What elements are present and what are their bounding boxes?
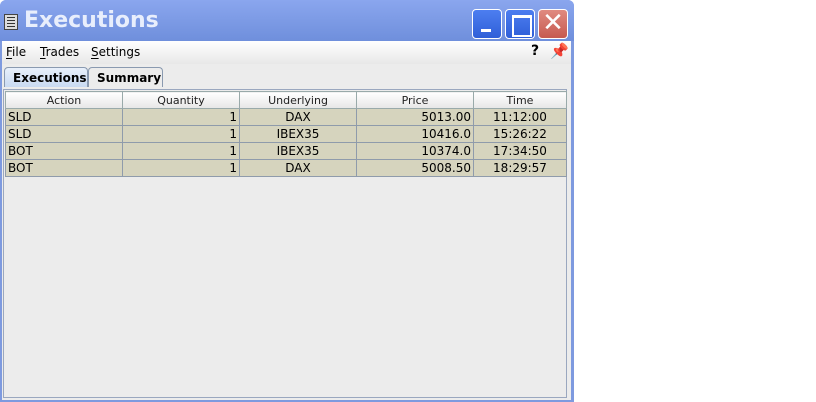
cell-quantity: 1 — [122, 108, 240, 126]
cell-quantity: 1 — [122, 142, 240, 160]
cell-quantity: 1 — [122, 159, 240, 177]
column-header-action[interactable]: Action — [5, 91, 123, 109]
cell-price: 5008.50 — [356, 159, 474, 177]
table-row[interactable]: SLD 1 IBEX35 10416.0 15:26:22 — [5, 125, 567, 143]
cell-action: BOT — [5, 142, 123, 160]
cell-price: 10374.0 — [356, 142, 474, 160]
pin-icon[interactable]: 📌 — [550, 42, 569, 60]
tab-executions[interactable]: Executions — [4, 67, 88, 87]
cell-time: 17:34:50 — [473, 142, 567, 160]
cell-time: 11:12:00 — [473, 108, 567, 126]
executions-window: Executions ✕ File Trades Settings ? 📌 Ex… — [0, 0, 574, 402]
maximize-button[interactable] — [505, 9, 535, 39]
cell-underlying: IBEX35 — [239, 125, 357, 143]
table-header: Action Quantity Underlying Price Time — [5, 91, 567, 109]
cell-quantity: 1 — [122, 125, 240, 143]
cell-underlying: IBEX35 — [239, 142, 357, 160]
menu-file[interactable]: File — [6, 45, 27, 59]
minimize-button[interactable] — [472, 9, 502, 39]
help-button[interactable]: ? — [531, 43, 540, 59]
window-title: Executions — [24, 8, 159, 33]
menu-bar: File Trades Settings ? 📌 — [2, 41, 571, 64]
executions-table: Action Quantity Underlying Price Time SL… — [3, 89, 567, 398]
cell-action: SLD — [5, 108, 123, 126]
cell-time: 18:29:57 — [473, 159, 567, 177]
cell-underlying: DAX — [239, 108, 357, 126]
table-row[interactable]: BOT 1 DAX 5008.50 18:29:57 — [5, 159, 567, 177]
window-menu-icon[interactable] — [4, 14, 18, 30]
cell-price: 10416.0 — [356, 125, 474, 143]
table-row[interactable]: SLD 1 DAX 5013.00 11:12:00 — [5, 108, 567, 126]
title-bar[interactable]: Executions ✕ — [0, 0, 574, 41]
column-header-price[interactable]: Price — [356, 91, 474, 109]
cell-underlying: DAX — [239, 159, 357, 177]
cell-price: 5013.00 — [356, 108, 474, 126]
cell-action: SLD — [5, 125, 123, 143]
cell-action: BOT — [5, 159, 123, 177]
menu-trades[interactable]: Trades — [40, 45, 80, 59]
column-header-quantity[interactable]: Quantity — [122, 91, 240, 109]
column-header-underlying[interactable]: Underlying — [239, 91, 357, 109]
close-icon: ✕ — [542, 8, 564, 38]
column-header-time[interactable]: Time — [473, 91, 567, 109]
close-button[interactable]: ✕ — [538, 8, 568, 39]
table-row[interactable]: BOT 1 IBEX35 10374.0 17:34:50 — [5, 142, 567, 160]
cell-time: 15:26:22 — [473, 125, 567, 143]
tab-summary[interactable]: Summary — [88, 67, 163, 87]
menu-settings[interactable]: Settings — [91, 45, 141, 59]
